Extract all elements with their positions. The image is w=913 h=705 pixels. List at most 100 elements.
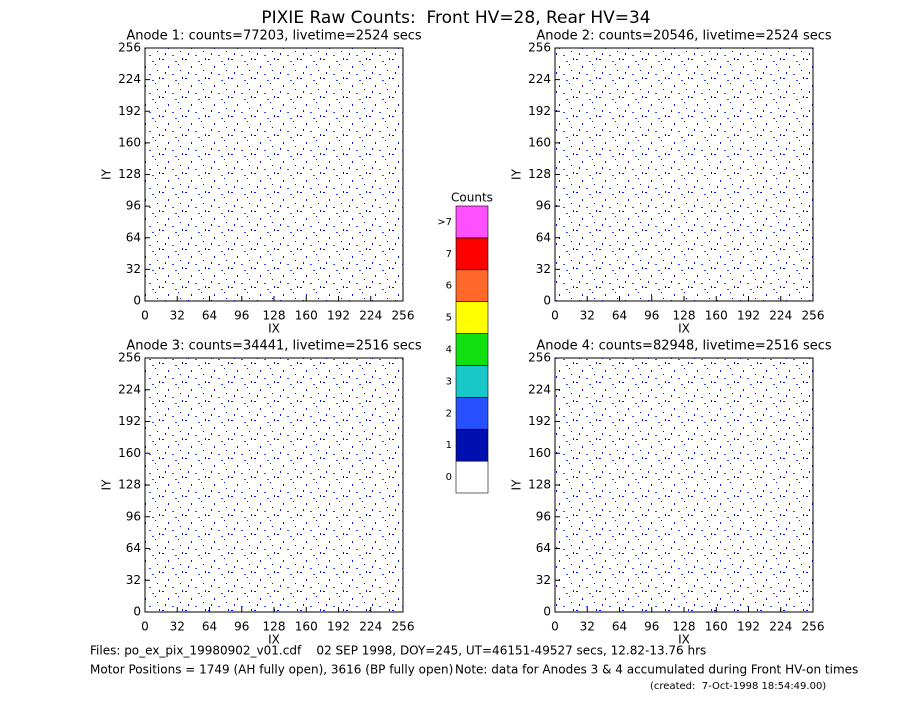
x-tick-label: 32 <box>170 309 185 323</box>
y-tick-label: 128 <box>528 167 551 181</box>
x-tick-label: 0 <box>141 309 149 323</box>
y-tick-label: 256 <box>118 41 141 55</box>
y-tick-label: 96 <box>126 509 141 523</box>
colorbar-swatch <box>455 205 489 239</box>
colorbar-swatch <box>455 333 489 366</box>
y-tick-label: 192 <box>528 414 551 428</box>
panel-title: Anode 4: counts=82948, livetime=2516 sec… <box>536 339 832 354</box>
y-tick-label: 128 <box>118 167 141 181</box>
y-tick-label: 96 <box>126 199 141 213</box>
x-axis-label: IX <box>678 633 690 647</box>
panel-title: Anode 3: counts=34441, livetime=2516 sec… <box>126 339 422 354</box>
footer-files: Files: po_ex_pix_19980902_v01.cdf 02 SEP… <box>90 644 706 658</box>
y-tick-label: 256 <box>528 351 551 365</box>
footer-note: Note: data for Anodes 3 & 4 accumulated … <box>455 663 858 677</box>
figure-title: PIXIE Raw Counts: Front HV=28, Rear HV=3… <box>261 8 650 28</box>
x-tick-label: 224 <box>769 309 792 323</box>
colorbar-swatch <box>455 237 489 271</box>
x-tick-label: 256 <box>802 620 825 634</box>
y-tick-label: 160 <box>528 135 551 149</box>
y-tick-label: 160 <box>118 446 141 460</box>
y-tick-label: 128 <box>118 478 141 492</box>
x-axis-label: IX <box>678 322 690 336</box>
colorbar-swatch <box>455 460 489 494</box>
colorbar-label: 2 <box>446 408 452 419</box>
x-tick-label: 128 <box>263 620 286 634</box>
colorbar-label: 1 <box>446 440 452 451</box>
x-tick-label: 256 <box>392 309 415 323</box>
x-tick-label: 0 <box>551 309 559 323</box>
footer-created: (created: 7-Oct-1998 18:54:49.00) <box>650 681 826 692</box>
x-tick-label: 224 <box>769 620 792 634</box>
x-tick-label: 64 <box>202 309 217 323</box>
colorbar-swatch <box>455 301 489 334</box>
x-tick-label: 128 <box>263 309 286 323</box>
y-tick-label: 192 <box>118 414 141 428</box>
x-tick-label: 256 <box>392 620 415 634</box>
x-tick-label: 192 <box>737 309 760 323</box>
y-tick-label: 32 <box>536 573 551 587</box>
y-tick-label: 224 <box>528 382 551 396</box>
panel-title: Anode 2: counts=20546, livetime=2524 sec… <box>536 29 832 44</box>
y-tick-label: 64 <box>536 230 551 244</box>
heatmap-area <box>144 47 404 302</box>
x-tick-label: 96 <box>234 309 249 323</box>
x-tick-label: 32 <box>170 620 185 634</box>
y-axis-label: IY <box>510 168 524 180</box>
x-tick-label: 224 <box>359 309 382 323</box>
x-tick-label: 160 <box>705 309 728 323</box>
x-tick-label: 64 <box>612 620 627 634</box>
colorbar-label: 7 <box>446 249 452 260</box>
x-tick-label: 192 <box>327 620 350 634</box>
colorbar-swatch <box>455 397 489 430</box>
x-tick-label: 32 <box>580 620 595 634</box>
y-tick-label: 192 <box>118 104 141 118</box>
y-tick-label: 64 <box>126 541 141 555</box>
colorbar-label: >7 <box>437 217 452 228</box>
y-tick-label: 224 <box>118 72 141 86</box>
colorbar-swatch <box>455 269 489 302</box>
footer-motor: Motor Positions = 1749 (AH fully open), … <box>90 663 453 677</box>
colorbar-swatch <box>455 428 489 462</box>
colorbar-label: 3 <box>446 376 452 387</box>
y-tick-label: 32 <box>126 262 141 276</box>
x-tick-label: 64 <box>612 309 627 323</box>
y-tick-label: 0 <box>133 605 141 619</box>
y-axis-label: IY <box>100 479 114 491</box>
y-tick-label: 32 <box>536 262 551 276</box>
panel-title: Anode 1: counts=77203, livetime=2524 sec… <box>126 29 422 44</box>
x-tick-label: 256 <box>802 309 825 323</box>
y-axis-label: IY <box>510 479 524 491</box>
x-tick-label: 160 <box>705 620 728 634</box>
y-axis-label: IY <box>100 168 114 180</box>
y-tick-label: 0 <box>133 294 141 308</box>
y-tick-label: 128 <box>528 478 551 492</box>
x-tick-label: 128 <box>673 620 696 634</box>
y-tick-label: 64 <box>126 230 141 244</box>
colorbar-label: 6 <box>446 281 452 292</box>
y-tick-label: 0 <box>543 294 551 308</box>
heatmap-area <box>554 47 814 302</box>
x-tick-label: 64 <box>202 620 217 634</box>
colorbar-label: 4 <box>446 345 452 356</box>
x-axis-label: IX <box>268 322 280 336</box>
y-tick-label: 224 <box>528 72 551 86</box>
x-tick-label: 96 <box>644 620 659 634</box>
y-tick-label: 96 <box>536 509 551 523</box>
y-tick-label: 64 <box>536 541 551 555</box>
x-tick-label: 128 <box>673 309 696 323</box>
y-tick-label: 32 <box>126 573 141 587</box>
y-tick-label: 160 <box>528 446 551 460</box>
y-tick-label: 96 <box>536 199 551 213</box>
x-tick-label: 32 <box>580 309 595 323</box>
x-tick-label: 96 <box>644 309 659 323</box>
y-tick-label: 256 <box>528 41 551 55</box>
x-tick-label: 0 <box>551 620 559 634</box>
x-tick-label: 192 <box>737 620 760 634</box>
colorbar-label: 0 <box>446 472 452 483</box>
x-axis-label: IX <box>268 633 280 647</box>
y-tick-label: 0 <box>543 605 551 619</box>
x-tick-label: 96 <box>234 620 249 634</box>
colorbar-title: Counts <box>451 191 493 205</box>
